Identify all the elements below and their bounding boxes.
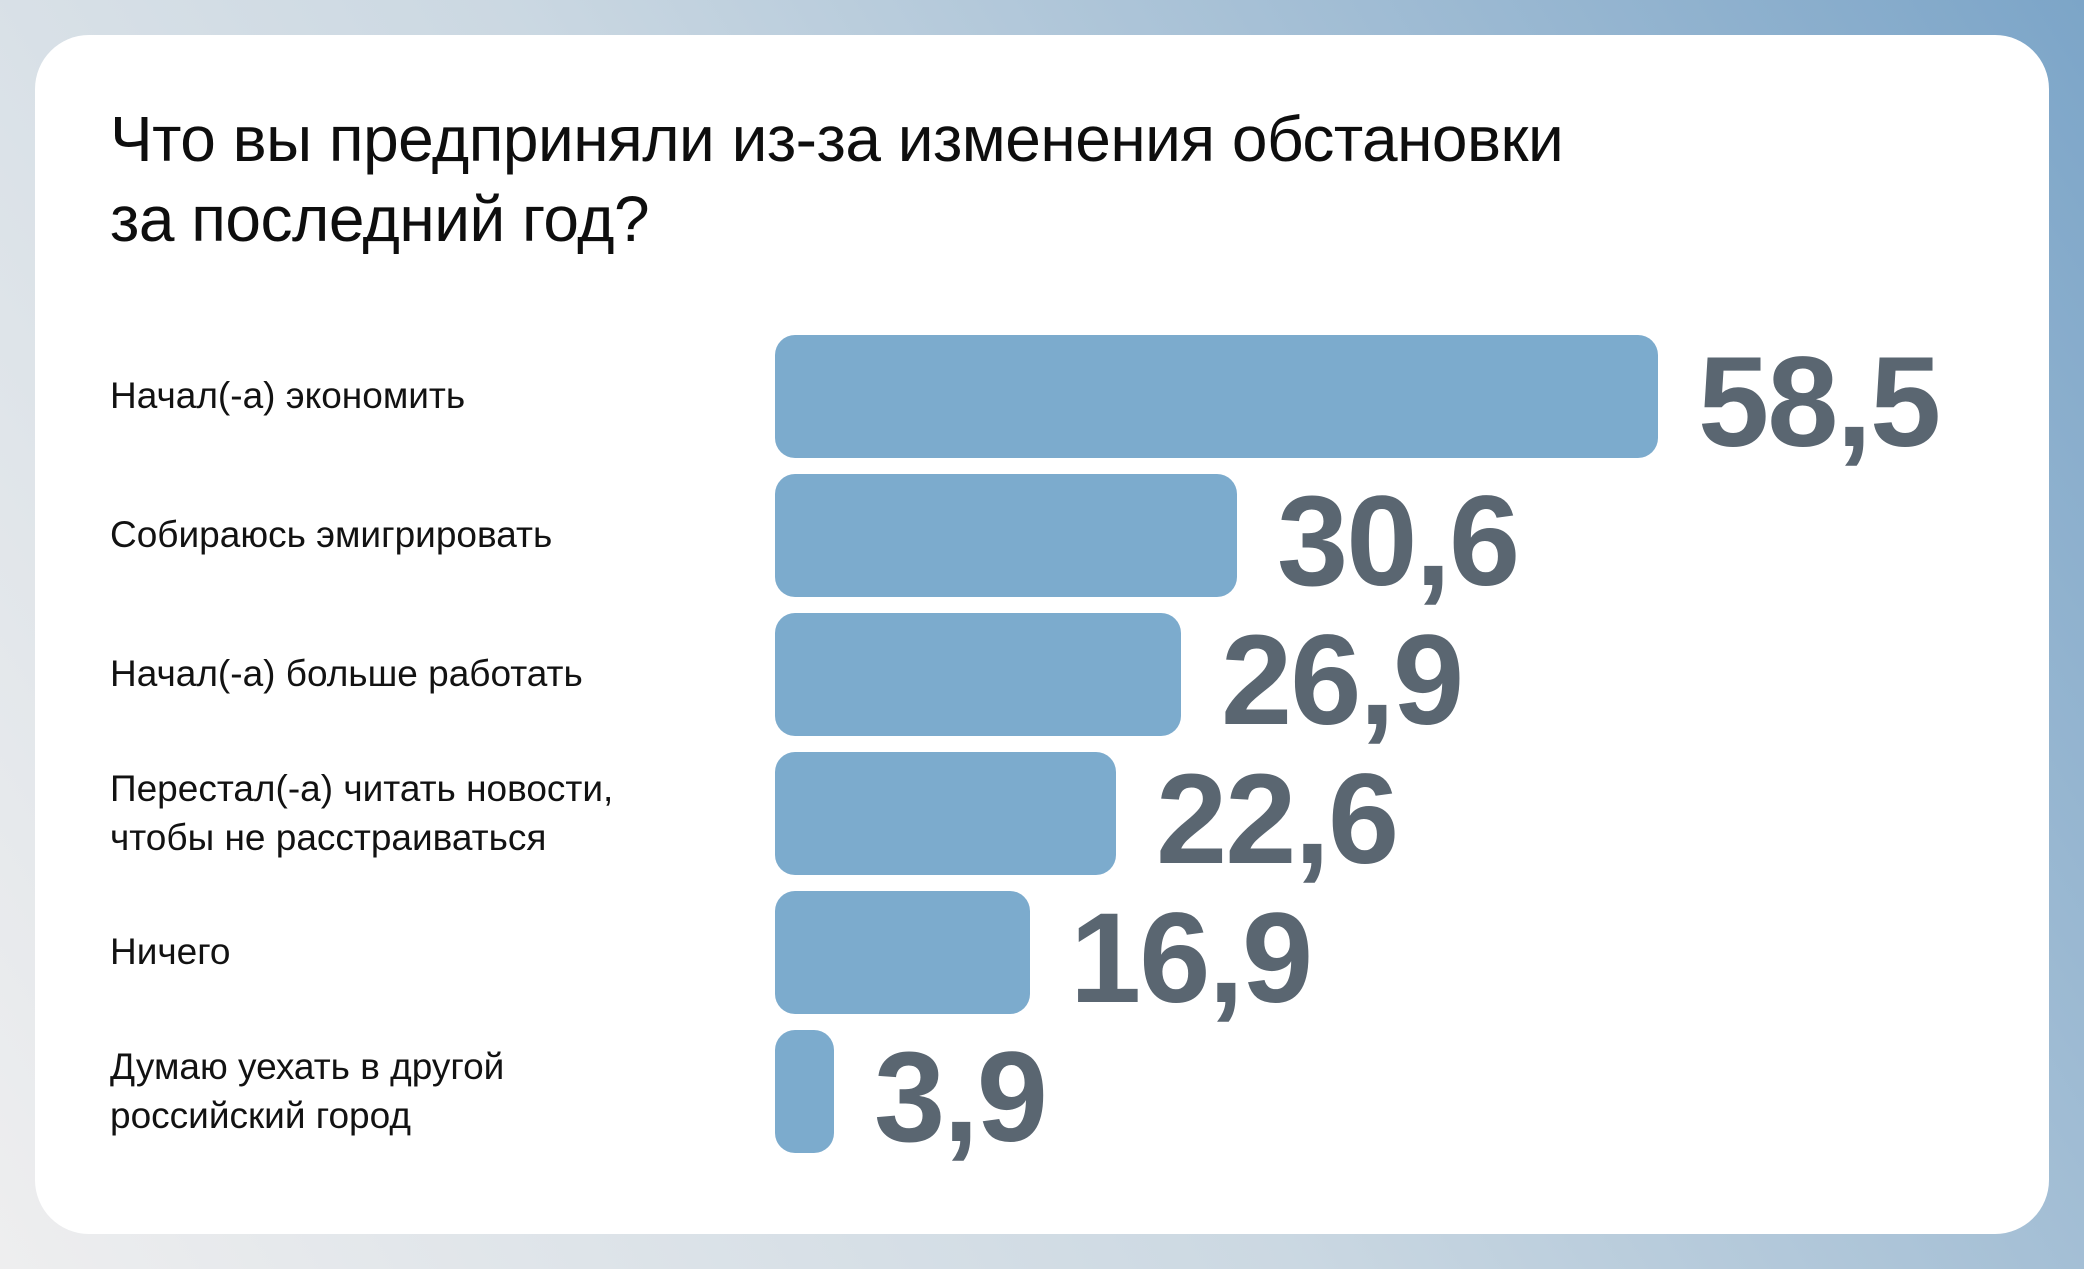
value-label: 58,5 xyxy=(1698,330,1941,474)
chart-row: Перестал(-а) читать новости, чтобы не ра… xyxy=(110,752,1979,883)
chart-card: Что вы предприняли из-за изменения обста… xyxy=(35,35,2049,1234)
bar xyxy=(775,752,1116,875)
category-label: Начал(-а) экономить xyxy=(110,375,466,417)
bar-chart: Начал(-а) экономить 58,5 Собираюсь эмигр… xyxy=(110,335,1979,1161)
chart-row: Ничего 16,9 xyxy=(110,891,1979,1022)
value-label: 3,9 xyxy=(874,1025,1048,1169)
category-label: Ничего xyxy=(110,931,231,973)
value-label: 22,6 xyxy=(1156,747,1399,891)
bar xyxy=(775,891,1030,1014)
value-label: 30,6 xyxy=(1277,469,1520,613)
value-label: 26,9 xyxy=(1221,608,1464,752)
chart-row: Собираюсь эмигрировать 30,6 xyxy=(110,474,1979,605)
chart-row: Думаю уехать в другой российский город 3… xyxy=(110,1030,1979,1161)
bar xyxy=(775,474,1237,597)
category-label: Собираюсь эмигрировать xyxy=(110,514,553,556)
bar xyxy=(775,335,1658,458)
chart-row: Начал(-а) экономить 58,5 xyxy=(110,335,1979,466)
category-label: Думаю уехать в другой российский город xyxy=(110,1046,505,1136)
chart-row: Начал(-а) больше работать 26,9 xyxy=(110,613,1979,744)
category-label: Начал(-а) больше работать xyxy=(110,653,583,695)
value-label: 16,9 xyxy=(1070,886,1313,1030)
bar xyxy=(775,1030,834,1153)
chart-title: Что вы предприняли из-за изменения обста… xyxy=(110,103,1564,255)
category-label: Перестал(-а) читать новости, чтобы не ра… xyxy=(110,768,614,858)
bar xyxy=(775,613,1181,736)
